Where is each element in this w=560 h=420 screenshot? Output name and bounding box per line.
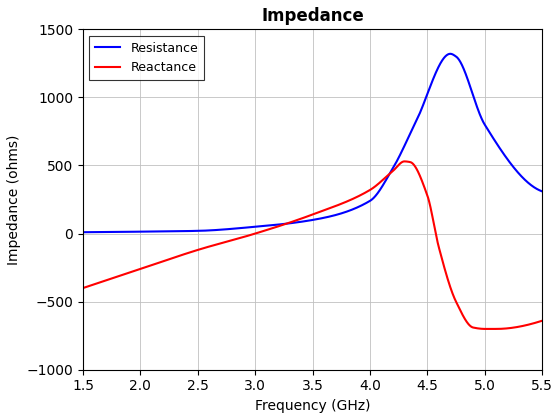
Reactance [539,318,545,323]
Legend: Resistance, Reactance: Resistance, Reactance [89,36,204,80]
Reactance [132,268,139,273]
Y-axis label: Impedance (ohms): Impedance (ohms) [7,134,21,265]
Resistance [256,224,263,229]
Resistance [539,189,545,194]
Reactance [530,321,536,326]
Line: Resistance: Resistance [83,54,542,232]
Reactance [480,326,487,331]
Resistance [80,230,86,235]
Reactance [159,259,166,264]
Title: Impedance: Impedance [261,7,364,25]
Reactance [80,286,86,291]
Reactance [276,223,282,228]
Line: Reactance: Reactance [83,161,542,329]
Reactance [256,230,263,235]
Reactance [401,159,408,164]
Resistance [530,184,536,189]
Resistance [132,229,139,234]
Resistance [480,121,487,126]
X-axis label: Frequency (GHz): Frequency (GHz) [255,399,370,413]
Reactance [482,326,488,331]
Resistance [159,229,166,234]
Resistance [276,222,282,227]
Resistance [447,51,454,56]
